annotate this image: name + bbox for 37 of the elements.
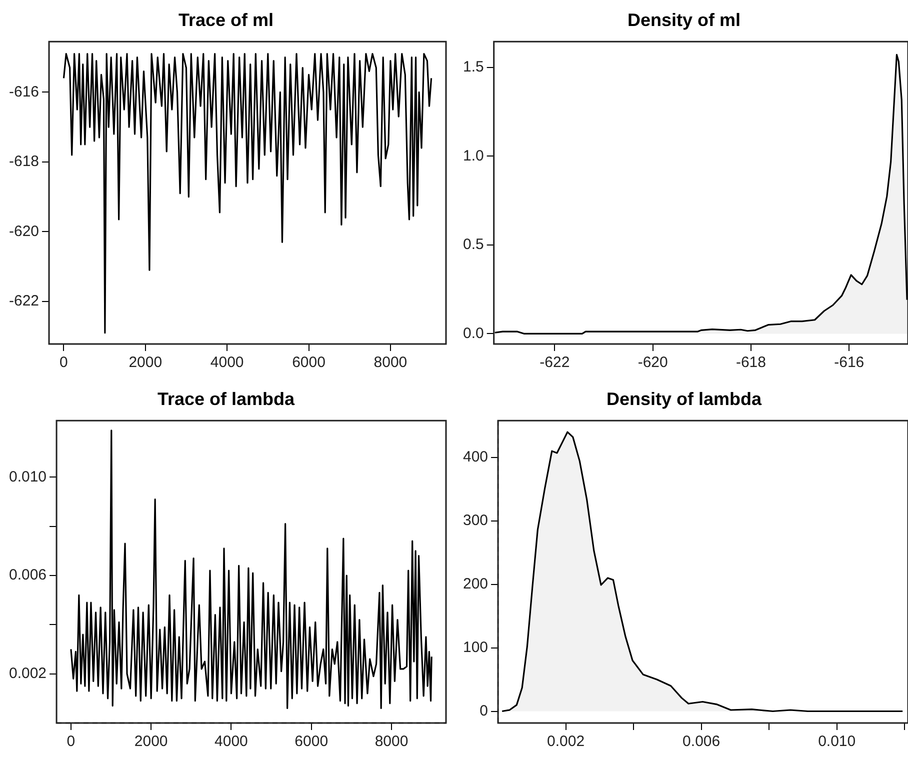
x-tick-label: -622 xyxy=(540,354,570,372)
x-tick-label: 0.010 xyxy=(818,733,856,750)
y-tick-label: 1.5 xyxy=(462,58,484,76)
y-tick-label: -616 xyxy=(8,83,40,100)
x-tick-label: -620 xyxy=(638,354,668,372)
x-tick-label: 0.006 xyxy=(682,733,720,750)
x-tick-label: 4000 xyxy=(214,733,248,750)
x-tick-label: 4000 xyxy=(210,354,244,372)
x-tick-label: 0 xyxy=(60,354,68,372)
y-tick-label: 0 xyxy=(480,702,488,720)
x-tick-label: 6000 xyxy=(292,354,326,372)
chart-title: Density of ml xyxy=(627,10,741,30)
x-tick-label: 8000 xyxy=(374,354,408,372)
y-tick-label: 200 xyxy=(462,575,488,592)
y-tick-label: 1.0 xyxy=(462,147,484,164)
y-tick-label: 0.002 xyxy=(8,664,47,682)
y-tick-label: -618 xyxy=(8,153,40,170)
chart-title: Density of lambda xyxy=(606,388,763,409)
y-tick-label: 0.006 xyxy=(8,566,47,584)
y-tick-label: 300 xyxy=(462,512,488,530)
x-tick-label: 2000 xyxy=(128,354,162,372)
x-tick-label: -618 xyxy=(736,354,766,372)
y-tick-label: 0.0 xyxy=(462,324,484,342)
y-tick-label: 400 xyxy=(462,448,488,466)
x-tick-label: 8000 xyxy=(374,733,408,750)
y-tick-label: 100 xyxy=(462,638,488,656)
y-tick-label: 0.010 xyxy=(8,468,47,486)
y-tick-label: 0.5 xyxy=(462,236,484,254)
y-tick-label: -620 xyxy=(8,222,40,240)
chart-title: Trace of lambda xyxy=(157,388,296,409)
x-tick-label: 0 xyxy=(66,733,76,750)
x-tick-label: 6000 xyxy=(294,733,328,750)
x-tick-label: 0.002 xyxy=(547,733,585,750)
chart-title: Trace of ml xyxy=(178,10,274,30)
y-tick-label: -622 xyxy=(8,292,40,310)
x-tick-label: -616 xyxy=(834,354,864,372)
x-tick-label: 2000 xyxy=(134,733,168,750)
